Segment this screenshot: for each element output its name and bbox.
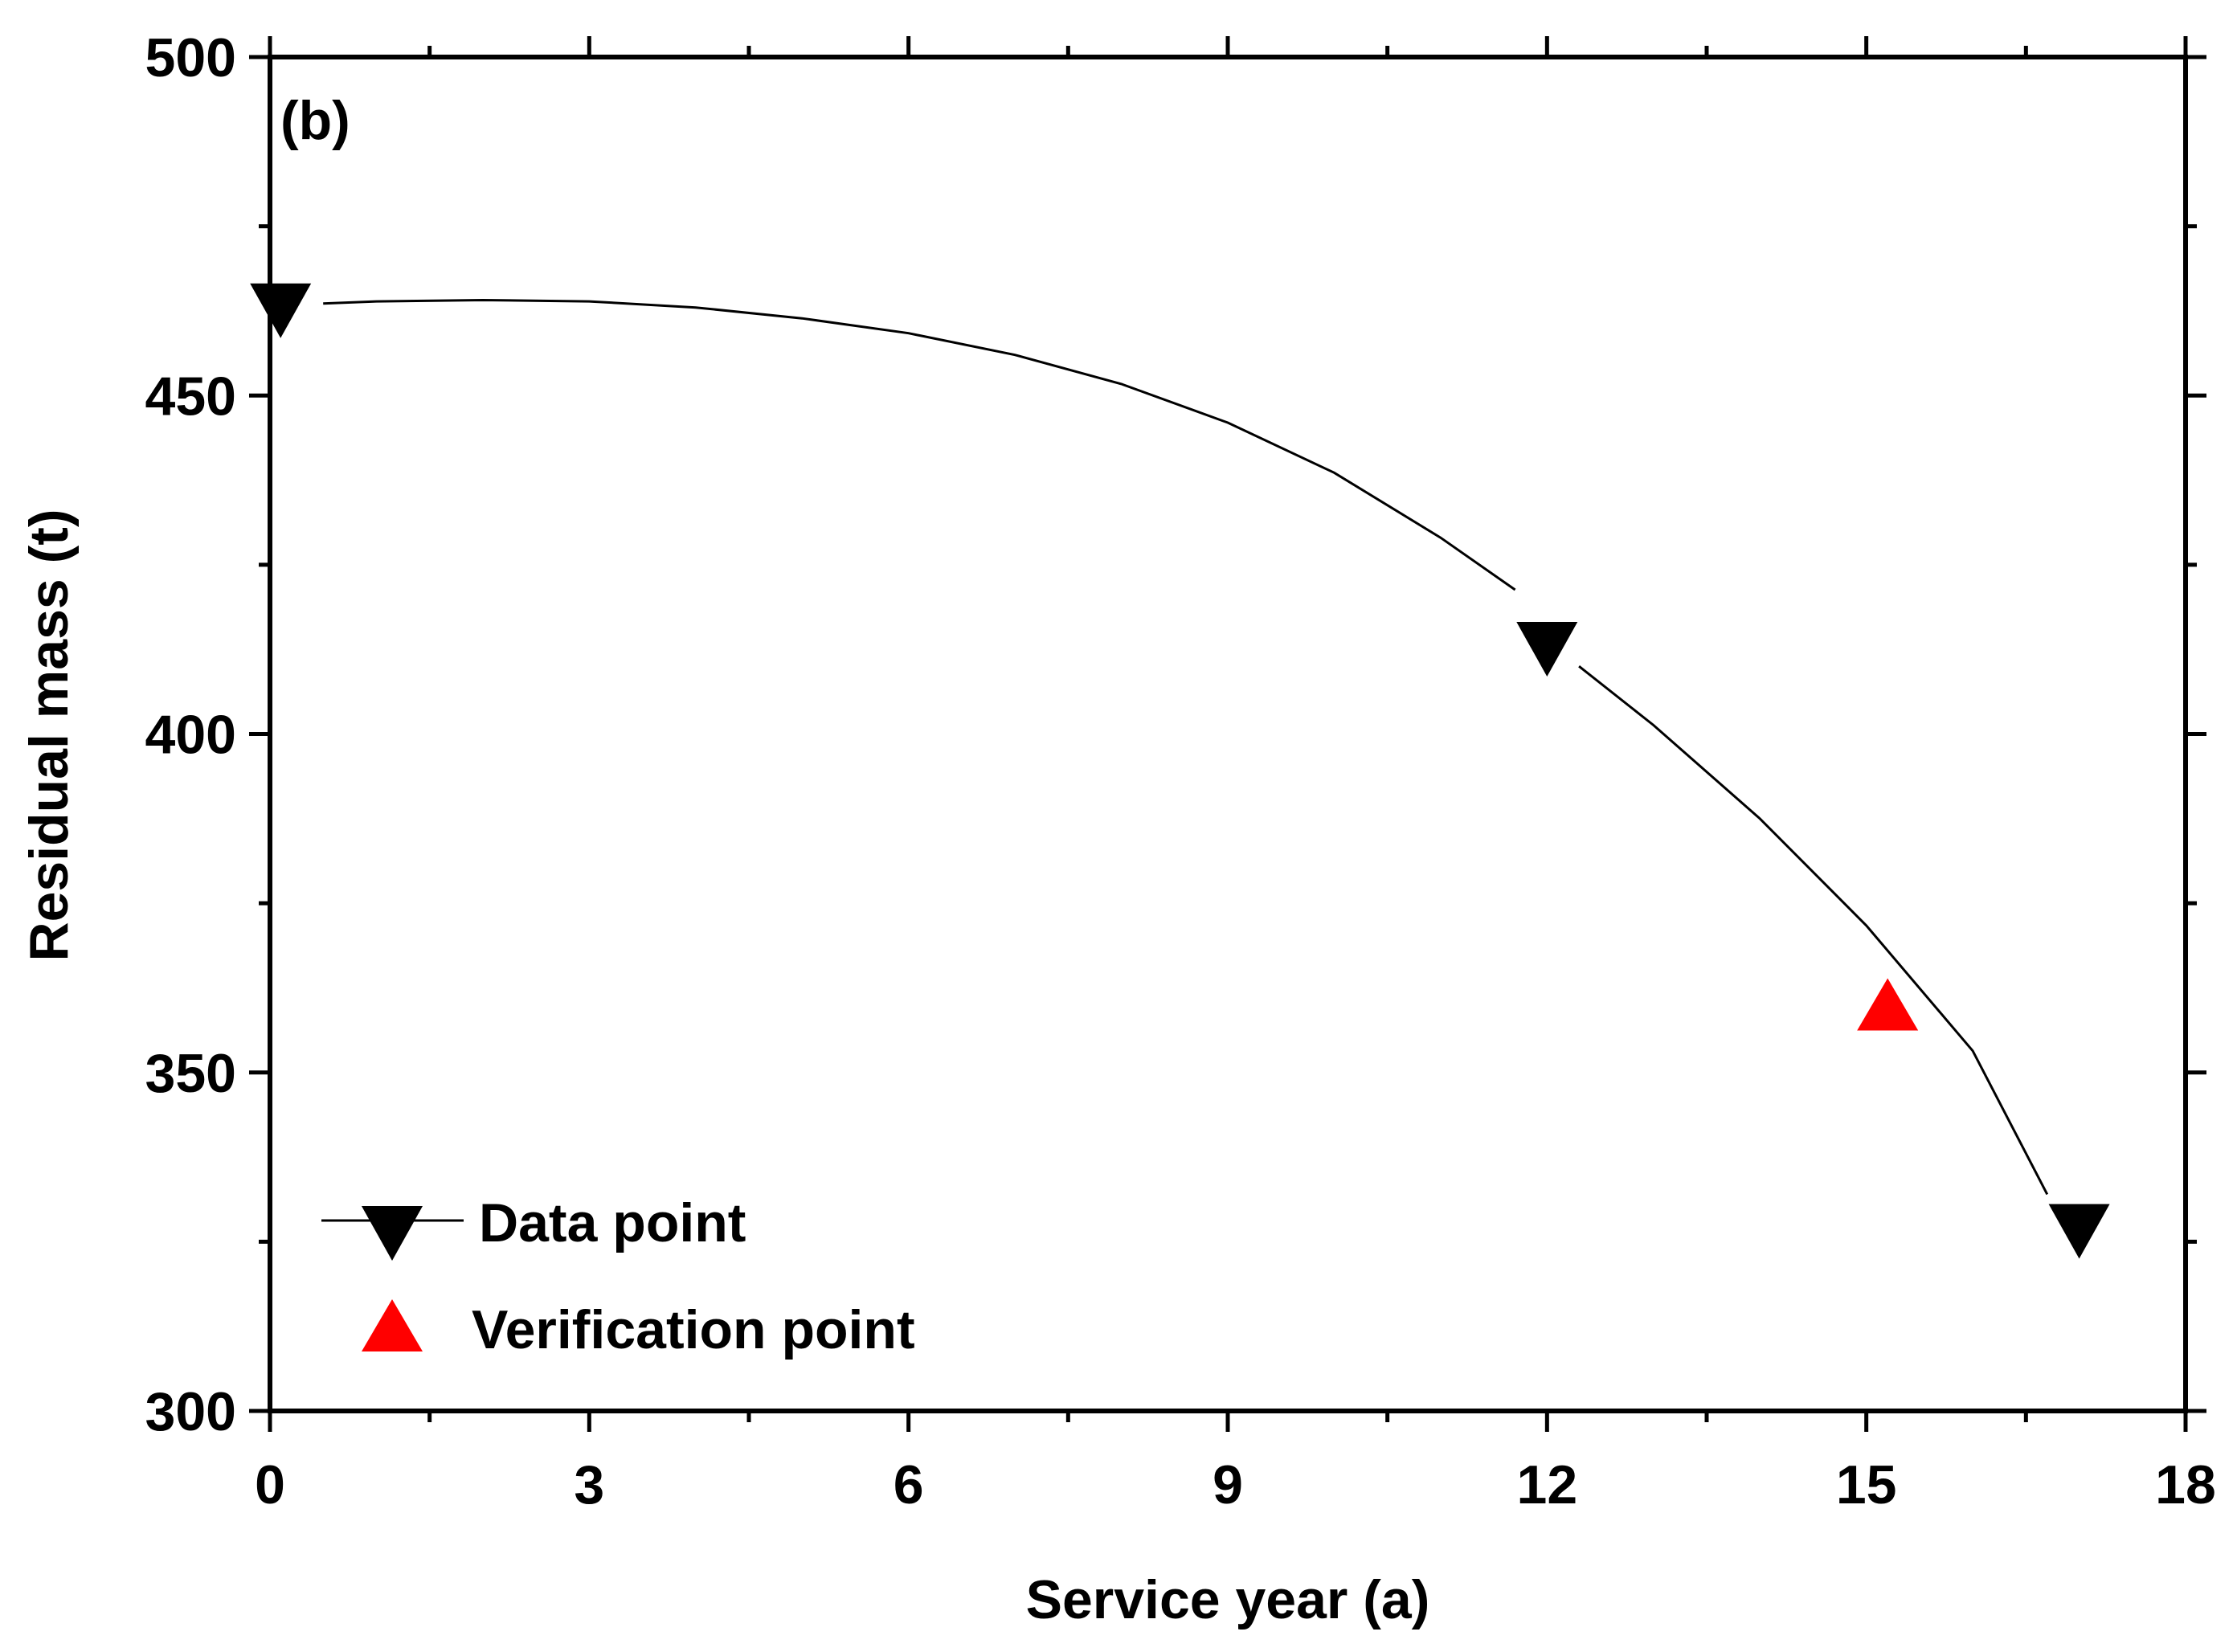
legend-marker-data-point bbox=[362, 1206, 423, 1261]
y-tick-label: 300 bbox=[145, 1381, 236, 1442]
x-tick-label: 0 bbox=[255, 1454, 285, 1515]
x-axis-ticks: 0 3 6 9 12 15 18 bbox=[255, 36, 2216, 1515]
x-tick-label: 6 bbox=[894, 1454, 924, 1515]
panel-label: (b) bbox=[280, 90, 350, 151]
fit-curve bbox=[1578, 665, 2049, 1196]
x-tick-label: 15 bbox=[1836, 1454, 1897, 1515]
legend: Data point Verification point bbox=[321, 1192, 915, 1360]
x-tick-label: 9 bbox=[1213, 1454, 1243, 1515]
x-axis-label: Service year (a) bbox=[1026, 1569, 1430, 1630]
fit-curve bbox=[323, 298, 1516, 591]
verification-point-marker bbox=[1857, 978, 1919, 1031]
legend-marker-verification-point bbox=[362, 1299, 423, 1351]
y-tick-label: 450 bbox=[145, 366, 236, 427]
y-tick-label: 350 bbox=[145, 1043, 236, 1104]
data-markers bbox=[250, 283, 2110, 1259]
data-point-marker bbox=[1516, 622, 1578, 677]
y-axis-ticks: 300 350 400 450 500 bbox=[145, 27, 2206, 1442]
data-point-marker bbox=[250, 283, 312, 338]
legend-label-data-point: Data point bbox=[479, 1192, 746, 1253]
data-point-marker bbox=[2048, 1204, 2110, 1259]
y-tick-label: 400 bbox=[145, 705, 236, 766]
y-axis-label: Residual mass (t) bbox=[18, 509, 80, 961]
x-tick-label: 18 bbox=[2155, 1454, 2216, 1515]
x-tick-label: 12 bbox=[1517, 1454, 1578, 1515]
legend-label-verification-point: Verification point bbox=[472, 1299, 915, 1360]
y-tick-label: 500 bbox=[145, 27, 236, 88]
fit-curves bbox=[323, 298, 2049, 1196]
x-tick-label: 3 bbox=[574, 1454, 604, 1515]
